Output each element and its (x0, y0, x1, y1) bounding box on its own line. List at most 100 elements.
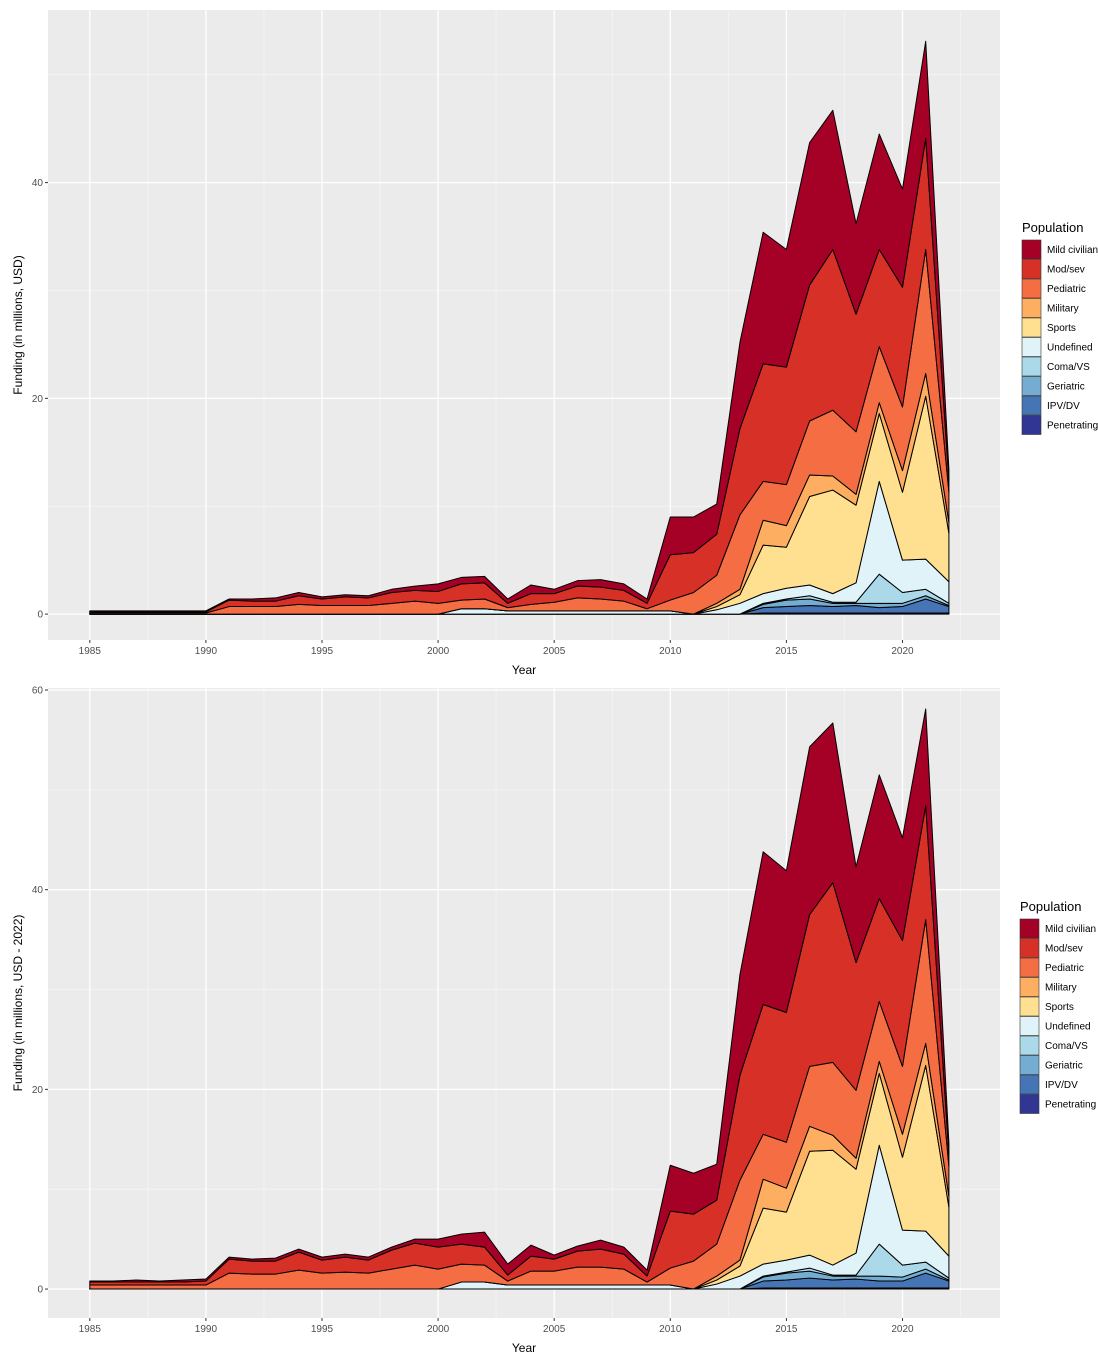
top-legend-key (1021, 356, 1042, 377)
top-legend-item-geriatric: Geriatric (1021, 376, 1085, 396)
bottom-legend-key (1019, 1074, 1040, 1095)
bottom-legend-item-pediatric: Pediatric (1019, 957, 1084, 978)
top-y-axis-title: Funding (in millions, USD) (11, 255, 25, 394)
bottom-legend-item-penetrating: Penetrating (1019, 1094, 1096, 1114)
bottom-legend-label: Military (1045, 983, 1077, 994)
top-x-tick-label: 1985 (79, 646, 102, 657)
top-legend-label: Mod/sev (1047, 265, 1085, 276)
top-axes: 1985 1990 1995 2000 2005 2010 2015 2020 0 20 40 (32, 178, 914, 657)
bottom-legend-key (1019, 938, 1040, 958)
top-y-tick-label: 20 (32, 394, 44, 405)
bottom-legend-key (1019, 918, 1040, 939)
bottom-legend-label: Mod/sev (1045, 944, 1083, 955)
top-legend-key (1021, 278, 1042, 299)
bottom-legend-item-ipv-dv: IPV/DV (1019, 1074, 1078, 1095)
bottom-x-tick-label: 2005 (543, 1324, 566, 1335)
top-x-tick-label: 2000 (427, 646, 450, 657)
bottom-legend-item-military: Military (1019, 977, 1077, 997)
bottom-legend-item-coma-vs: Coma/VS (1019, 1035, 1088, 1056)
top-legend-label: Sports (1047, 323, 1076, 334)
top-legend-label: Pediatric (1047, 284, 1086, 295)
bottom-x-tick-label: 1985 (79, 1324, 102, 1335)
top-y-tick-label: 0 (37, 610, 43, 621)
bottom-legend-label: Undefined (1045, 1022, 1091, 1033)
bottom-legend-item-mild-civilian: Mild civilian (1019, 918, 1096, 939)
top-x-tick-label: 2015 (775, 646, 798, 657)
bottom-legend: Population Mild civilian Mod/sev Pediatric M… (1019, 899, 1096, 1114)
top-legend-label: Penetrating (1047, 421, 1098, 432)
top-legend-key (1021, 317, 1042, 338)
bottom-y-axis-title: Funding (in millions, USD - 2022) (11, 915, 25, 1092)
top-legend-item-coma-vs: Coma/VS (1021, 356, 1090, 377)
top-x-tick-label: 2010 (659, 646, 682, 657)
top-legend-title: Population (1022, 220, 1083, 235)
top-legend-item-military: Military (1021, 298, 1079, 318)
bottom-legend-label: Mild civilian (1045, 924, 1096, 935)
bottom-x-tick-label: 2010 (659, 1324, 682, 1335)
top-legend: Population Mild civilian Mod/sev Pediatric M… (1021, 220, 1098, 435)
bottom-x-tick-label: 1995 (311, 1324, 334, 1335)
top-x-tick-label: 2020 (891, 646, 914, 657)
chart-bottom: 1985 1990 1995 2000 2005 2010 2015 2020 0 20 40 60 Y… (11, 685, 1096, 1352)
chart-top: 1985 1990 1995 2000 2005 2010 2015 2020 0 20 40 Yea… (11, 10, 1098, 676)
bottom-y-tick-label: 20 (32, 1085, 44, 1096)
bottom-y-tick-label: 0 (37, 1285, 43, 1296)
bottom-legend-key (1019, 957, 1040, 978)
bottom-legend-label: Coma/VS (1045, 1041, 1088, 1052)
top-legend-item-mild-civilian: Mild civilian (1021, 239, 1098, 260)
top-x-tick-label: 1995 (311, 646, 334, 657)
top-legend-key (1021, 376, 1042, 396)
bottom-legend-label: Pediatric (1045, 963, 1084, 974)
bottom-areas (89, 708, 950, 1290)
top-legend-key (1021, 415, 1042, 435)
bottom-legend-key (1019, 977, 1040, 997)
top-legend-key (1021, 298, 1042, 318)
top-legend-label: Military (1047, 304, 1079, 315)
bottom-legend-key (1019, 996, 1040, 1017)
bottom-legend-item-mod-sev: Mod/sev (1019, 938, 1083, 958)
bottom-legend-label: IPV/DV (1045, 1080, 1078, 1091)
bottom-x-tick-label: 2000 (427, 1324, 450, 1335)
bottom-y-tick-label: 60 (32, 685, 44, 696)
bottom-legend-label: Penetrating (1045, 1100, 1096, 1111)
top-legend-item-pediatric: Pediatric (1021, 278, 1086, 299)
bottom-legend-key (1019, 1035, 1040, 1056)
top-x-tick-label: 1990 (195, 646, 218, 657)
bottom-x-tick-label: 2020 (891, 1324, 914, 1335)
top-legend-key (1021, 395, 1042, 416)
bottom-legend-title: Population (1020, 899, 1081, 914)
bottom-legend-item-undefined: Undefined (1019, 1016, 1091, 1036)
top-area-mild-civilian (89, 40, 950, 613)
bottom-legend-label: Sports (1045, 1002, 1074, 1013)
top-legend-key (1021, 337, 1042, 357)
bottom-legend-item-sports: Sports (1019, 996, 1074, 1017)
top-legend-key (1021, 259, 1042, 279)
bottom-legend-key (1019, 1055, 1040, 1075)
top-legend-key (1021, 239, 1042, 260)
top-legend-item-penetrating: Penetrating (1021, 415, 1098, 435)
bottom-legend-item-geriatric: Geriatric (1019, 1055, 1083, 1075)
bottom-x-axis-title: Year (512, 1341, 536, 1352)
top-legend-item-ipv-dv: IPV/DV (1021, 395, 1080, 416)
bottom-legend-label: Geriatric (1045, 1061, 1083, 1072)
bottom-y-tick-label: 40 (32, 885, 44, 896)
top-legend-label: Undefined (1047, 343, 1093, 354)
top-x-axis-title: Year (512, 663, 536, 676)
bottom-axes: 1985 1990 1995 2000 2005 2010 2015 2020 0 20 40 60 (32, 685, 914, 1335)
top-legend-label: Mild civilian (1047, 245, 1098, 256)
top-legend-label: IPV/DV (1047, 401, 1080, 412)
top-areas (89, 40, 950, 615)
top-x-tick-label: 2005 (543, 646, 566, 657)
bottom-legend-key (1019, 1016, 1040, 1036)
top-legend-label: Geriatric (1047, 382, 1085, 393)
top-y-tick-label: 40 (32, 178, 44, 189)
bottom-x-tick-label: 2015 (775, 1324, 798, 1335)
bottom-x-tick-label: 1990 (195, 1324, 218, 1335)
bottom-area-mild-civilian (89, 708, 950, 1283)
bottom-legend-key (1019, 1094, 1040, 1114)
top-legend-item-undefined: Undefined (1021, 337, 1093, 357)
top-legend-item-mod-sev: Mod/sev (1021, 259, 1085, 279)
top-legend-label: Coma/VS (1047, 362, 1090, 373)
top-legend-item-sports: Sports (1021, 317, 1076, 338)
